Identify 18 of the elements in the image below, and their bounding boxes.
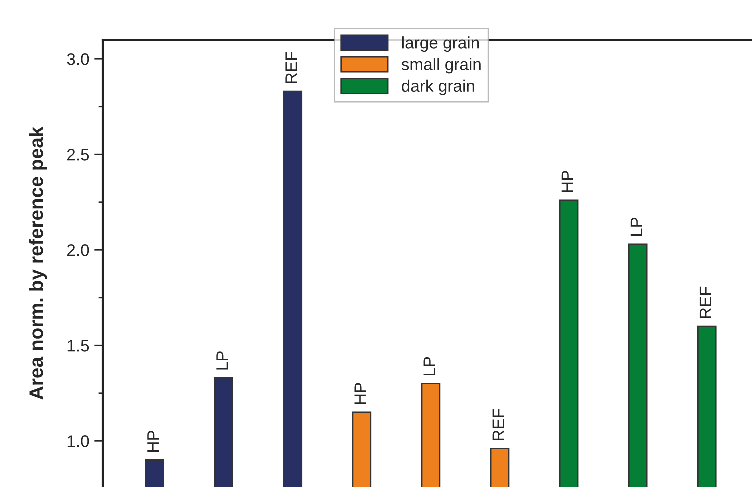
y-tick-label: 2.5 (67, 149, 90, 161)
x-tick-label: HP (148, 431, 160, 452)
x-tick-label: REF (700, 286, 712, 318)
x-tick-label: LP (216, 352, 228, 370)
y-tick-label: 2.0 (67, 244, 90, 256)
x-tick-label: HP (562, 171, 574, 192)
x-tick-label: HP (354, 383, 366, 404)
x-tick-label: REF (492, 409, 504, 440)
x-tick-label: REF (286, 52, 298, 84)
y-tick-label: 3.0 (67, 54, 90, 66)
y-tick-label: 1.0 (68, 436, 90, 448)
legend-label: large grain (402, 36, 480, 52)
y-axis-title: Area norm. by reference peak (29, 126, 48, 400)
x-tick-label: LP (424, 357, 436, 376)
legend-label: small grain (402, 58, 481, 74)
legend-label: dark grain (402, 80, 474, 96)
y-tick-label: 1.5 (68, 340, 90, 352)
x-tick-label: LP (630, 218, 642, 236)
